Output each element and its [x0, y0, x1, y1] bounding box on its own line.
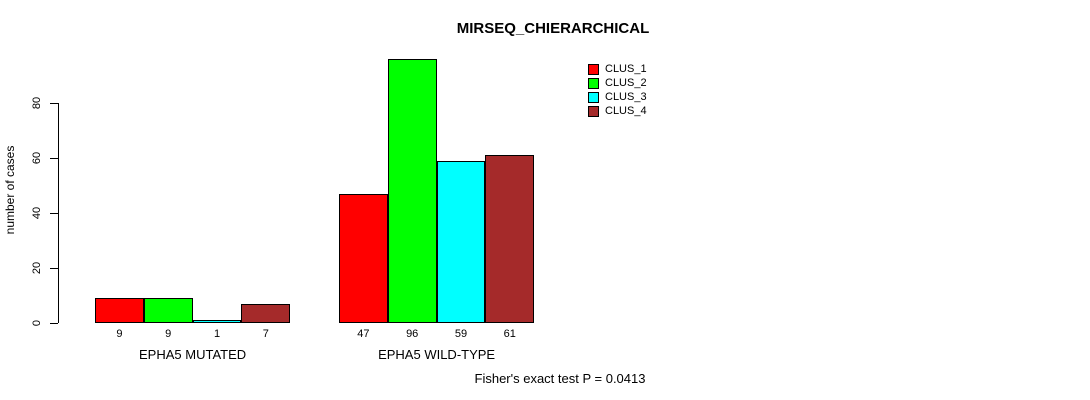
bar-value-label: 9 — [165, 328, 172, 340]
bar-CLUS_3-group2 — [436, 160, 486, 323]
y-axis-tick — [50, 267, 58, 269]
legend-item-CLUS_2: CLUS_2 — [588, 76, 647, 90]
bar-value-label: 96 — [406, 328, 419, 340]
legend-swatch-CLUS_4 — [588, 105, 599, 117]
bar-CLUS_4-group2 — [485, 155, 535, 323]
legend-label: CLUS_2 — [605, 77, 647, 89]
y-axis-label: number of cases — [3, 145, 17, 235]
chart-title: MIRSEQ_CHIERARCHICAL — [456, 20, 650, 37]
y-axis-tick-label: 40 — [31, 206, 43, 220]
legend-label: CLUS_1 — [605, 63, 647, 75]
legend-item-CLUS_4: CLUS_4 — [588, 104, 647, 118]
legend-label: CLUS_4 — [605, 105, 647, 117]
bar-value-label: 9 — [116, 328, 123, 340]
x-category-label: EPHA5 WILD-TYPE — [378, 347, 496, 362]
bar-CLUS_2-group1 — [143, 298, 193, 323]
bar-CLUS_1-group1 — [95, 298, 144, 323]
legend-swatch-CLUS_1 — [588, 63, 599, 75]
annotation-fisher-test: Fisher's exact test P = 0.0413 — [474, 371, 646, 386]
legend: CLUS_1 CLUS_2 CLUS_3 CLUS_4 — [588, 62, 647, 118]
x-category-label: EPHA5 MUTATED — [139, 347, 247, 362]
y-axis-tick — [50, 322, 58, 324]
bar-CLUS_2-group2 — [387, 59, 437, 323]
legend-label: CLUS_3 — [605, 91, 647, 103]
bar-CLUS_1-group2 — [339, 193, 388, 323]
y-axis-tick-label: 20 — [31, 261, 43, 275]
y-axis-tick-label: 60 — [31, 151, 43, 165]
bar-value-label: 7 — [262, 328, 269, 340]
y-axis-tick-label: 80 — [31, 96, 43, 110]
bar-value-label: 1 — [213, 328, 221, 340]
legend-item-CLUS_1: CLUS_1 — [588, 62, 647, 76]
bar-value-label: 59 — [454, 328, 468, 340]
y-axis-line — [58, 103, 59, 323]
legend-swatch-CLUS_2 — [588, 77, 599, 89]
bar-value-label: 47 — [357, 328, 370, 340]
y-axis-tick — [50, 212, 58, 214]
y-axis-tick — [50, 102, 58, 104]
y-axis-tick — [50, 157, 58, 159]
bar-CLUS_4-group1 — [241, 303, 291, 323]
bar-CLUS_3-group1 — [192, 320, 242, 323]
y-axis-tick-label: 0 — [31, 319, 43, 327]
legend-item-CLUS_3: CLUS_3 — [588, 90, 647, 104]
legend-swatch-CLUS_3 — [588, 91, 599, 103]
bar-value-label: 61 — [503, 328, 516, 340]
